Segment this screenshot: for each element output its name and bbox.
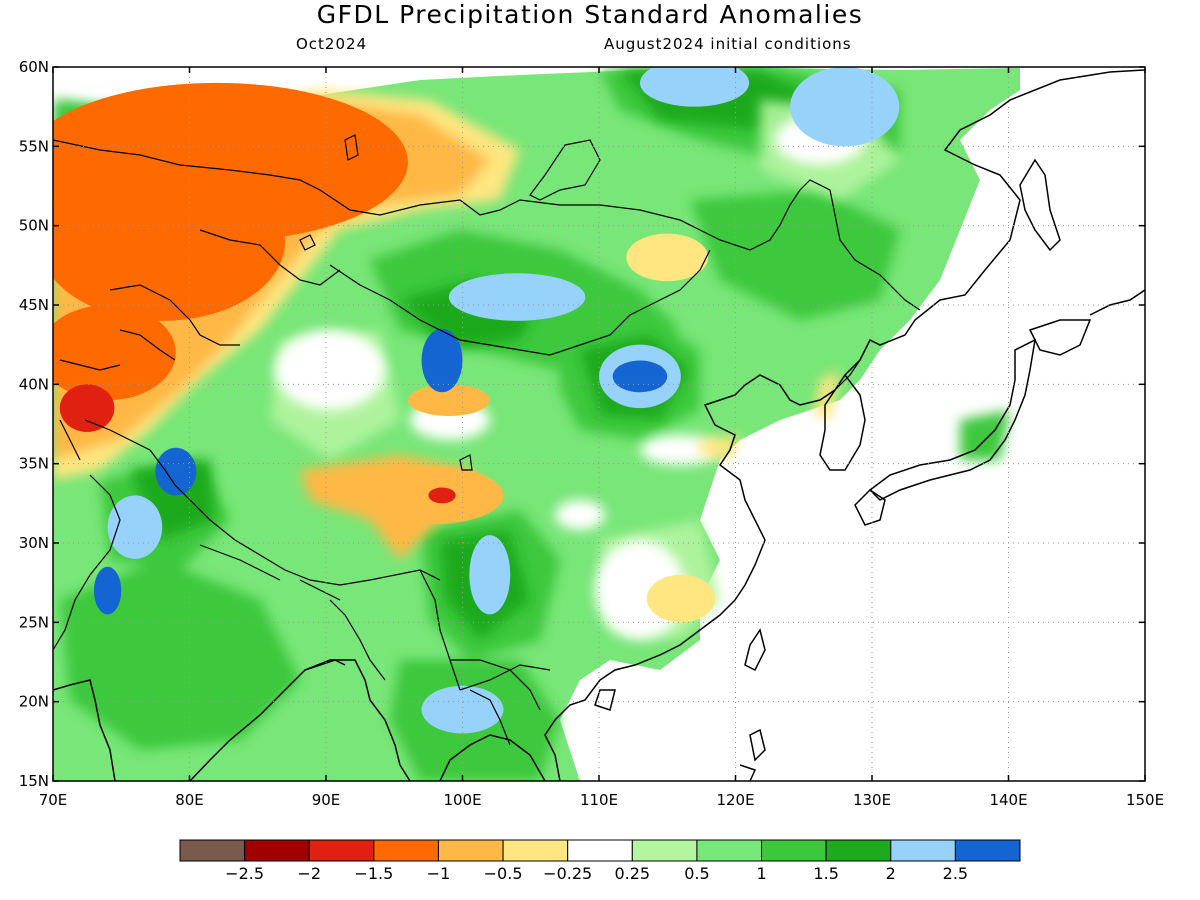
colorbar-swatch: [890, 839, 956, 862]
lon-label: 90E: [312, 791, 341, 809]
anomaly-core-1: [53, 162, 286, 321]
anomaly-core-3: [59, 384, 115, 432]
lat-label: 40N: [19, 375, 49, 393]
lon-label: 140E: [989, 791, 1027, 809]
colorbar-swatch: [437, 839, 504, 862]
anomaly-core-13: [155, 447, 197, 496]
anomaly-core-9: [448, 273, 586, 321]
coastlines: [53, 69, 1145, 781]
anomaly-core-12: [421, 328, 463, 393]
latitude-labels: 60N 55N 50N 45N 40N 35N 30N 25N 20N 15N: [19, 58, 49, 790]
country-borders: [53, 139, 921, 746]
lon-label: 150E: [1126, 791, 1164, 809]
map-title: GFDL Precipitation Standard Anomalies: [316, 0, 864, 29]
anomaly-core-18: [639, 67, 750, 107]
colorbar-swatch: [696, 839, 763, 862]
lon-label: 120E: [716, 791, 754, 809]
anomaly-core-15: [93, 566, 122, 615]
colorbar-swatch: [179, 839, 246, 862]
colorbar-swatch: [308, 839, 375, 862]
colorbar-swatch: [567, 839, 633, 862]
colorbar-label: 1: [756, 864, 766, 883]
colorbar-label: 0.5: [684, 864, 709, 883]
colorbar-label: −0.25: [543, 864, 592, 883]
anomaly-core-14: [107, 495, 163, 559]
longitude-labels: 70E 80E 90E 100E 110E 120E 130E 140E 150E: [39, 791, 1164, 809]
colorbar-label: 2: [886, 864, 896, 883]
forecast-month: Oct2024: [296, 35, 368, 53]
anomaly-core-4: [407, 384, 490, 417]
axis-ticks: [52, 66, 1146, 782]
lon-label: 130E: [853, 791, 891, 809]
lat-label: 35N: [19, 455, 49, 473]
colorbar: [179, 839, 1021, 862]
colorbar-swatch: [244, 839, 310, 862]
lon-label: 110E: [580, 791, 618, 809]
colorbar-label: 1.5: [813, 864, 838, 883]
lat-label: 20N: [19, 693, 49, 711]
colorbar-swatch: [954, 839, 1021, 862]
gridlines: [53, 67, 1145, 781]
colorbar-swatch: [502, 839, 569, 862]
lat-label: 45N: [19, 296, 49, 314]
colorbar-label: 0.25: [614, 864, 650, 883]
lon-label: 100E: [443, 791, 481, 809]
lat-label: 30N: [19, 534, 49, 552]
colorbar-label: −0.5: [484, 864, 523, 883]
colorbar-label: 2.5: [943, 864, 968, 883]
colorbar-label: −2: [297, 864, 321, 883]
anomaly-core-6: [428, 487, 456, 504]
lat-label: 55N: [19, 137, 49, 155]
lon-label: 70E: [39, 791, 68, 809]
anomaly-core-2: [53, 305, 176, 401]
lat-label: 60N: [19, 58, 49, 76]
colorbar-label: −1: [427, 864, 451, 883]
lat-label: 25N: [19, 613, 49, 631]
lat-label: 15N: [19, 772, 49, 790]
colorbar-swatch: [761, 839, 827, 862]
anomaly-core-19: [790, 67, 900, 147]
colorbar-swatch: [373, 839, 439, 862]
colorbar-label: −2.5: [225, 864, 264, 883]
colorbar-swatch: [631, 839, 698, 862]
anomaly-core-8: [626, 233, 709, 282]
map-field: [53, 67, 1145, 781]
lat-label: 50N: [19, 217, 49, 235]
anomaly-core-11: [612, 360, 668, 393]
lon-label: 80E: [175, 791, 204, 809]
anomaly-core-16: [469, 535, 511, 615]
anomaly-core-17: [421, 685, 504, 734]
initial-conditions: August2024 initial conditions: [604, 35, 852, 53]
colorbar-labels: −2.5 −2 −1.5 −1 −0.5 −0.25 0.25 0.5 1 1.5 2 2.5: [225, 864, 968, 883]
colorbar-label: −1.5: [354, 864, 393, 883]
anomaly-core-7: [646, 574, 716, 623]
colorbar-swatch: [825, 839, 892, 862]
anomaly-cores: [53, 67, 900, 734]
